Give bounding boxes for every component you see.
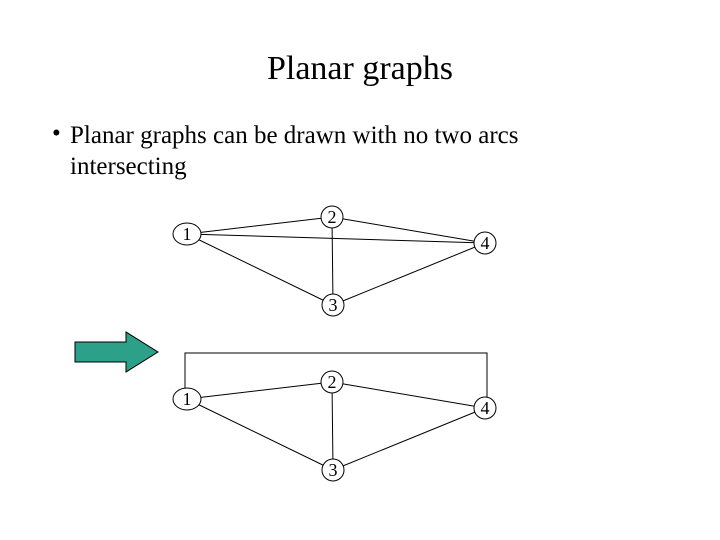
- edge: [187, 382, 332, 399]
- edge: [332, 382, 485, 408]
- graph-node-label: 1: [183, 389, 192, 409]
- graph-node-label: 4: [481, 398, 490, 418]
- graph-node-label: 3: [329, 295, 338, 315]
- edge: [187, 399, 333, 470]
- graph-bottom-edges: [185, 353, 487, 470]
- graph-top-edges: [187, 217, 485, 305]
- edge: [333, 243, 485, 305]
- graph-node-label: 4: [481, 233, 490, 253]
- edge: [187, 234, 333, 305]
- arrow-icon: [75, 332, 158, 372]
- graph-node-label: 2: [328, 372, 337, 392]
- diagram-svg: 1 2 3 4 1 2 3 4: [0, 0, 720, 540]
- edge: [332, 382, 333, 470]
- graph-node-label: 3: [329, 460, 338, 480]
- edge: [332, 217, 333, 305]
- graph-node-label: 1: [183, 224, 192, 244]
- edge: [333, 408, 485, 470]
- graph-bottom-nodes: 1 2 3 4: [173, 371, 496, 481]
- graph-node-label: 2: [328, 207, 337, 227]
- edge: [187, 217, 332, 234]
- graph-top-nodes: 1 2 3 4: [173, 206, 496, 316]
